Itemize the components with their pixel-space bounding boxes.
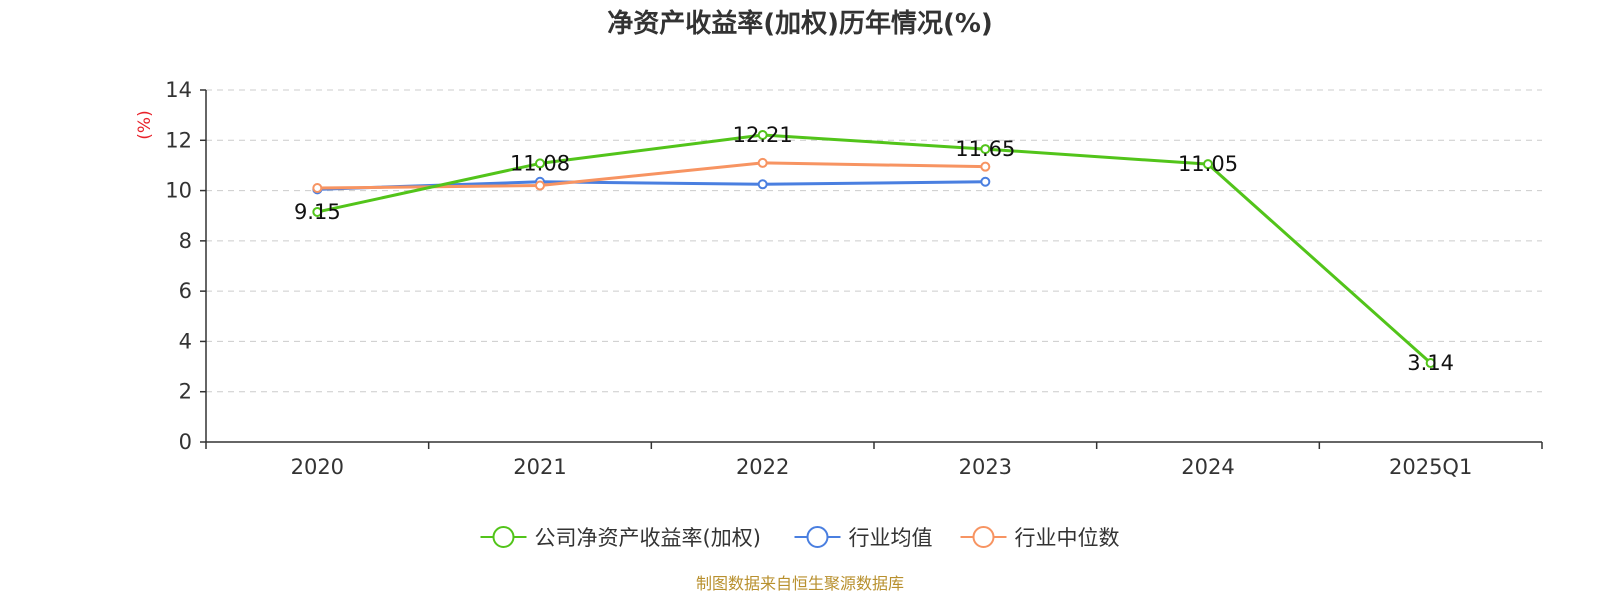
x-tick-label: 2020 <box>291 455 344 479</box>
legend-item[interactable]: 公司净资产收益率(加权) <box>480 526 761 550</box>
y-axis-unit-label: (%) <box>135 110 155 139</box>
series-line <box>315 133 1433 365</box>
data-point <box>980 176 991 187</box>
x-tick-label: 2022 <box>736 455 789 479</box>
legend-item[interactable]: 行业均值 <box>794 526 933 550</box>
legend-circle-icon <box>806 526 829 548</box>
data-point <box>980 144 991 155</box>
legend-item[interactable]: 行业中位数 <box>960 526 1120 550</box>
data-label: 9.15 <box>294 200 341 224</box>
x-tick-label: 2024 <box>1181 455 1234 479</box>
data-label: 11.65 <box>955 137 1015 161</box>
data-point <box>980 161 991 172</box>
data-label: 3.14 <box>1407 351 1454 375</box>
y-tick-label: 4 <box>179 329 192 353</box>
data-point <box>757 179 768 190</box>
data-point <box>535 158 545 169</box>
data-point <box>757 130 768 141</box>
x-tick-label: 2025Q1 <box>1389 455 1472 479</box>
source-note: 制图数据来自恒生聚源数据库 <box>696 574 904 593</box>
legend-circle-icon <box>492 526 515 548</box>
legend-label: 行业均值 <box>849 526 933 550</box>
data-point <box>535 180 545 191</box>
legend: 公司净资产收益率(加权) 行业均值 行业中位数 <box>480 526 1120 550</box>
axes: 0 2 4 6 8 10 12 14 2020 2021 2022 2023 2024 2025Q1 <box>165 78 1543 479</box>
x-tick-label: 2023 <box>959 455 1012 479</box>
y-tick-label: 8 <box>179 229 192 253</box>
series-0 <box>312 130 1436 369</box>
chart-title: 净资产收益率(加权)历年情况(%) <box>607 8 993 39</box>
legend-label: 公司净资产收益率(加权) <box>535 526 761 550</box>
x-tick-label: 2021 <box>513 455 566 479</box>
data-label: 11.05 <box>1178 152 1238 176</box>
y-tick-label: 10 <box>165 179 192 203</box>
data-labels: 9.15 11.08 12.21 11.65 11.05 3.14 <box>294 123 1454 375</box>
series-lines <box>312 130 1436 369</box>
y-tick-label: 6 <box>179 279 192 303</box>
legend-label: 行业中位数 <box>1015 526 1120 550</box>
data-label: 12.21 <box>733 123 793 147</box>
grid-lines <box>206 89 1542 393</box>
data-point <box>1203 159 1213 170</box>
y-tick-label: 14 <box>165 78 192 102</box>
data-point <box>312 183 323 194</box>
data-point <box>757 157 768 168</box>
legend-circle-icon <box>972 526 995 548</box>
data-point <box>312 206 323 217</box>
y-tick-label: 0 <box>179 430 192 454</box>
data-point <box>1425 358 1436 369</box>
y-tick-label: 12 <box>165 128 192 152</box>
y-tick-label: 2 <box>179 380 192 404</box>
series-2 <box>312 157 991 194</box>
data-label: 11.08 <box>510 151 570 175</box>
